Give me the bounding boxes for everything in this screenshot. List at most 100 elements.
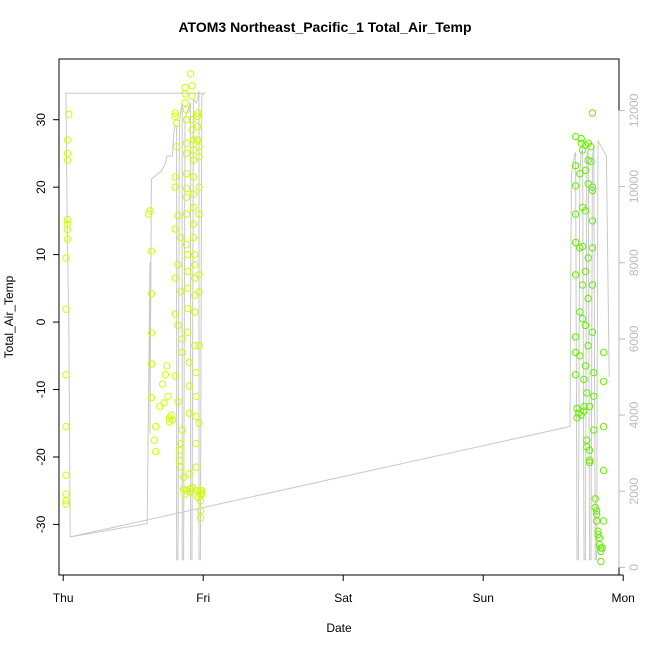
data-point (188, 483, 196, 491)
data-point (188, 82, 196, 90)
data-point (188, 126, 196, 134)
data-point (571, 271, 580, 279)
y-tick-label: -20 (34, 448, 48, 466)
data-point (189, 156, 198, 164)
data-point (571, 238, 580, 247)
data-point (182, 170, 191, 178)
data-point (63, 235, 72, 243)
data-point (186, 488, 195, 496)
data-point (193, 112, 202, 121)
x-tick-label: Sat (334, 591, 353, 605)
line-layer (64, 91, 610, 561)
data-point (63, 156, 72, 164)
data-point (594, 527, 602, 535)
data-point (599, 466, 608, 475)
data-point (184, 328, 192, 336)
y-tick-label: 0 (34, 318, 48, 325)
data-point (189, 146, 198, 154)
plot-frame (58, 58, 620, 576)
secondary-series-line-2 (569, 138, 610, 561)
data-point (158, 380, 167, 388)
data-point (184, 284, 192, 292)
data-point (576, 352, 584, 360)
data-point (590, 368, 598, 377)
data-point (594, 530, 602, 539)
y2-tick-label: 6000 (627, 325, 641, 352)
data-point (193, 109, 202, 117)
data-point (174, 398, 182, 406)
data-point (188, 116, 196, 124)
data-point (191, 250, 199, 259)
data-point (195, 419, 203, 427)
data-point (182, 240, 191, 249)
data-point (587, 143, 595, 151)
y-tick-label: -10 (34, 381, 48, 399)
data-point (189, 234, 198, 242)
data-point (186, 485, 195, 493)
data-point (167, 411, 175, 419)
data-point (160, 399, 168, 407)
data-point (571, 348, 580, 357)
data-point (147, 247, 156, 255)
data-point (144, 210, 153, 218)
data-point (196, 497, 205, 505)
data-point (62, 497, 70, 505)
x-tick-label: Sun (473, 591, 494, 605)
data-point (584, 342, 592, 350)
data-point (171, 372, 179, 380)
data-point (192, 463, 200, 471)
data-point (189, 173, 198, 181)
data-point (599, 348, 608, 357)
data-point (189, 136, 198, 144)
data-point (571, 161, 580, 170)
data-point (182, 184, 191, 193)
data-point (584, 254, 592, 262)
data-point (581, 362, 590, 370)
data-point (573, 404, 581, 413)
data-point (597, 557, 605, 566)
data-point (590, 392, 598, 400)
data-point (62, 305, 70, 313)
data-point (184, 250, 192, 259)
data-point (63, 226, 72, 234)
x-axis-label: Date (326, 621, 352, 635)
data-point (62, 371, 70, 379)
data-point (150, 436, 158, 444)
data-point (581, 321, 590, 330)
data-point (185, 358, 193, 367)
data-point (191, 261, 199, 269)
data-point (578, 315, 587, 323)
x-tick-label: Thu (53, 591, 74, 605)
data-point (192, 412, 200, 421)
data-point (184, 267, 192, 276)
data-point (182, 116, 191, 124)
data-point (189, 203, 198, 212)
data-point (63, 220, 72, 229)
y-tick-label: -30 (34, 515, 48, 533)
data-point (195, 271, 203, 279)
data-point (571, 371, 580, 379)
data-point (588, 186, 597, 195)
data-point (62, 422, 70, 431)
data-point (580, 375, 588, 384)
data-point (168, 416, 177, 424)
data-point (584, 294, 592, 303)
data-point (172, 119, 181, 127)
data-point (185, 409, 193, 417)
data-point (146, 207, 154, 215)
data-point (181, 99, 189, 107)
data-point (196, 514, 205, 522)
y2-tick-label: 0 (627, 564, 641, 571)
data-point (592, 517, 601, 525)
data-point (171, 109, 179, 117)
data-point (177, 439, 185, 448)
data-point (599, 377, 608, 386)
y-tick-label: 30 (34, 113, 48, 127)
data-point (571, 182, 580, 190)
data-point (577, 134, 585, 143)
data-point (585, 402, 594, 411)
data-point (191, 342, 199, 350)
data-point (171, 225, 179, 233)
data-point (591, 503, 599, 512)
data-point (192, 368, 200, 377)
